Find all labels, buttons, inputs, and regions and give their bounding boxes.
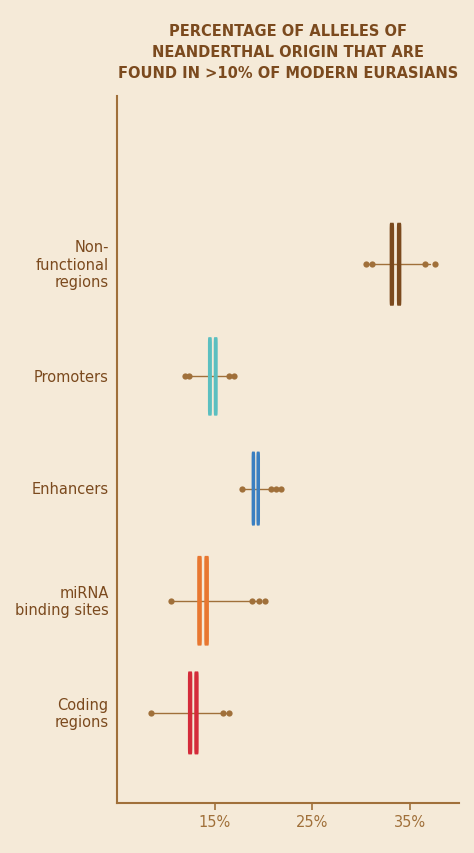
FancyBboxPatch shape: [208, 338, 212, 416]
FancyBboxPatch shape: [390, 223, 394, 306]
FancyBboxPatch shape: [197, 556, 202, 646]
FancyBboxPatch shape: [204, 556, 209, 646]
FancyBboxPatch shape: [188, 671, 192, 755]
FancyBboxPatch shape: [214, 338, 218, 416]
FancyBboxPatch shape: [252, 452, 255, 526]
FancyBboxPatch shape: [194, 671, 199, 755]
FancyBboxPatch shape: [397, 223, 401, 306]
Title: PERCENTAGE OF ALLELES OF
NEANDERTHAL ORIGIN THAT ARE
FOUND IN >10% OF MODERN EUR: PERCENTAGE OF ALLELES OF NEANDERTHAL ORI…: [118, 24, 458, 80]
FancyBboxPatch shape: [256, 452, 260, 526]
